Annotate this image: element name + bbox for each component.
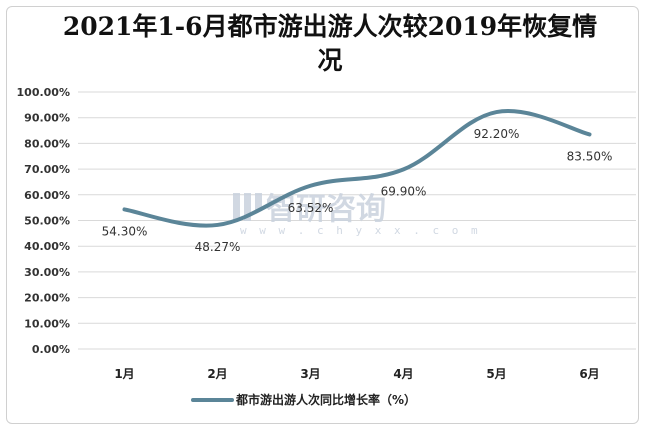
x-tick-label: 1月 bbox=[114, 367, 134, 381]
x-tick-label: 4月 bbox=[393, 367, 413, 381]
watermark-logo-icon bbox=[233, 193, 262, 221]
y-tick-label: 90.00% bbox=[24, 112, 70, 125]
y-tick-label: 20.00% bbox=[24, 292, 70, 305]
data-labels: 54.30% 48.27% 63.52% 69.90% 92.20% 83.50% bbox=[102, 127, 613, 254]
y-tick-label: 0.00% bbox=[32, 343, 70, 356]
y-axis-ticks: 0.00% 10.00% 20.00% 30.00% 40.00% 50.00% 60.00… bbox=[17, 86, 70, 356]
y-tick-label: 30.00% bbox=[24, 266, 70, 279]
y-tick-label: 10.00% bbox=[24, 317, 70, 330]
data-label: 92.20% bbox=[474, 127, 520, 141]
chart-frame bbox=[6, 6, 639, 424]
y-tick-label: 80.00% bbox=[24, 137, 70, 150]
x-tick-label: 6月 bbox=[579, 367, 599, 381]
y-tick-label: 60.00% bbox=[24, 189, 70, 202]
y-tick-label: 50.00% bbox=[24, 215, 70, 228]
legend: 都市游出游人次同比增长率（%） bbox=[191, 392, 416, 407]
data-label: 54.30% bbox=[102, 224, 148, 238]
x-tick-label: 2月 bbox=[207, 367, 227, 381]
data-label: 83.50% bbox=[567, 149, 613, 163]
data-label: 48.27% bbox=[195, 240, 241, 254]
x-tick-label: 3月 bbox=[300, 367, 320, 381]
watermark-url: w w w . c h y x x . c o m bbox=[240, 224, 481, 237]
data-label: 69.90% bbox=[381, 184, 427, 198]
chart-title: 2021年1-6月都市游出游人次较2019年恢复情况 bbox=[62, 12, 598, 75]
y-tick-label: 70.00% bbox=[24, 163, 70, 176]
x-axis-categories: 1月 2月 3月 4月 5月 6月 bbox=[114, 367, 599, 381]
series-group bbox=[122, 109, 592, 228]
series-line bbox=[122, 109, 592, 228]
data-label: 63.52% bbox=[288, 201, 334, 215]
x-tick-label: 5月 bbox=[486, 367, 506, 381]
watermark: 智研咨询 w w w . c h y x x . c o m bbox=[233, 192, 481, 237]
y-tick-label: 100.00% bbox=[17, 86, 70, 99]
legend-label: 都市游出游人次同比增长率（%） bbox=[235, 392, 416, 407]
y-tick-label: 40.00% bbox=[24, 240, 70, 253]
